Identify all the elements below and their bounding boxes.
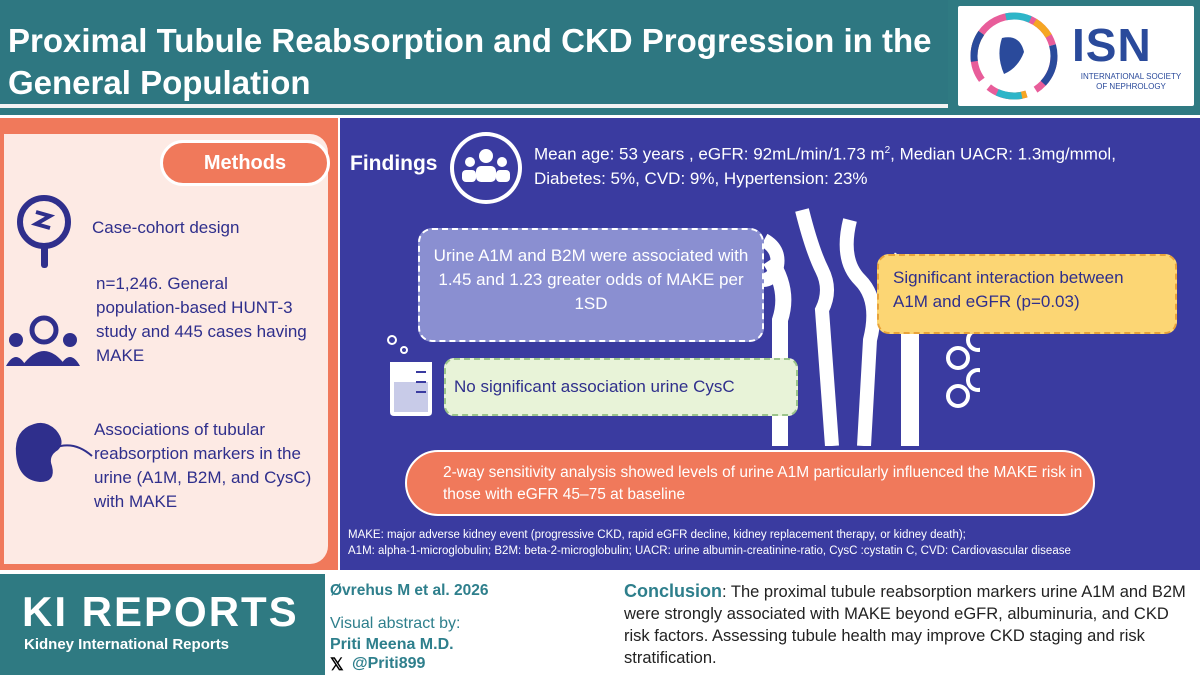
method-item-cohort: n=1,246. General population-based HUNT-3… [96,274,307,365]
people-group-icon [450,132,522,204]
isn-logo [958,6,1194,106]
divider [0,570,1200,574]
cysc-finding: No significant association urine CysC [444,358,798,416]
magnifier-icon [17,195,71,268]
a1m-b2m-finding: Urine A1M and B2M were associated with 1… [418,228,764,342]
x-logo-icon: 𝕏 [330,655,344,674]
title-bar [0,0,948,108]
population-icon [6,315,80,366]
abbreviations-footnote: MAKE: major adverse kidney event (progre… [348,529,1071,557]
interaction-finding: Significant interaction between A1M and … [877,254,1177,334]
journal-subtitle: Kidney International Reports [24,636,230,653]
conclusion: Conclusion: The proximal tubule reabsorp… [624,581,1186,667]
page-title: Proximal Tubule Reabsorption and CKD Pro… [8,22,932,101]
social-handle[interactable]: @Priti899 [352,655,426,672]
journal-name: KI REPORTS [22,588,299,635]
method-item-design: Case-cohort design [92,218,240,237]
beaker-icon [387,335,432,416]
baseline-stats: Mean age: 53 years , eGFR: 92mL/min/1.73… [534,144,1116,188]
citation: Øvrehus M et al. 2026 [330,582,489,599]
isn-emblem-icon [970,12,1058,100]
method-item-associations: Associations of tubular reabsorption mar… [94,420,312,511]
visual-abstract-author: Priti Meena M.D. [330,636,454,653]
isn-logo-subtitle: INTERNATIONAL SOCIETY OF NEPHROLOGY [1080,72,1182,91]
visual-abstract-credit: Visual abstract by: [330,615,461,632]
sensitivity-finding: 2-way sensitivity analysis showed levels… [405,450,1095,516]
findings-label: Findings [350,152,438,175]
isn-logo-text: ISN [1072,19,1152,71]
kidney-icon [15,422,93,482]
methods-label: Methods [160,140,330,186]
journal-logo [0,574,325,675]
